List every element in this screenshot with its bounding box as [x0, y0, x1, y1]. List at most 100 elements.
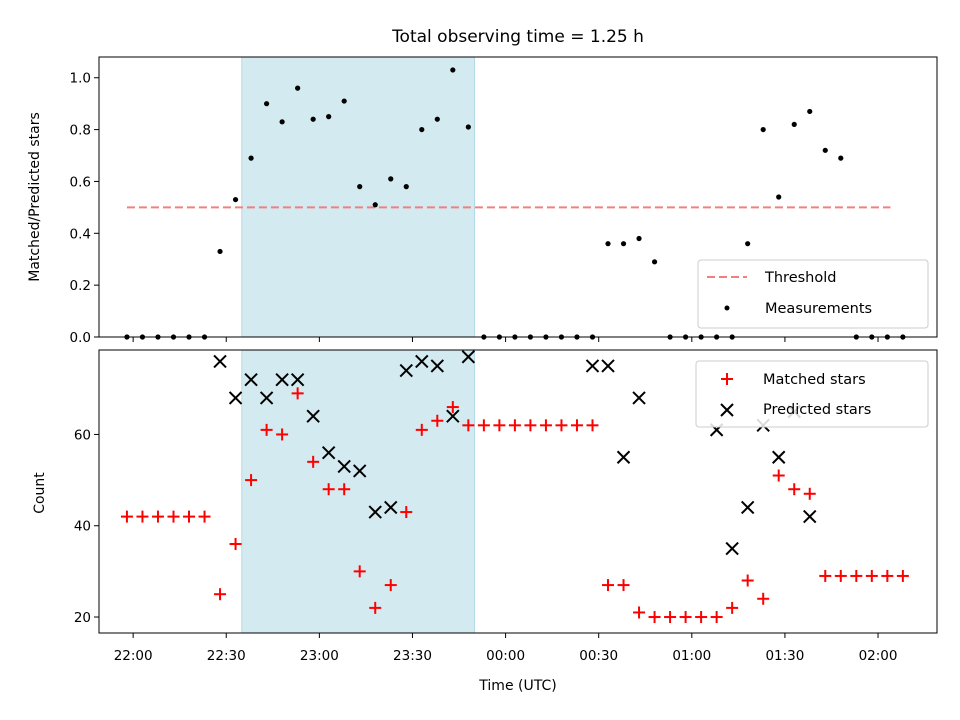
matched-star-point	[260, 423, 273, 436]
measurement-point	[264, 101, 270, 107]
matched-star-point	[477, 419, 490, 432]
predicted-star-point	[616, 450, 631, 464]
measurement-point	[326, 114, 332, 120]
predicted-star-point	[632, 391, 646, 405]
measurement-point	[279, 119, 285, 125]
predicted-star-point	[259, 391, 274, 405]
bottom-y-tick-label: 60	[74, 427, 91, 443]
x-axis-label: Time (UTC)	[478, 678, 556, 694]
measurement-point	[651, 259, 658, 265]
matched-star-point	[322, 483, 335, 496]
matched-star-point	[415, 423, 428, 436]
legend-measurements-label: Measurements	[765, 301, 872, 317]
matched-star-point	[602, 579, 615, 592]
measurement-point	[636, 235, 642, 242]
top-y-tick-label: 1.0	[70, 71, 91, 87]
predicted-star-point	[601, 359, 615, 373]
matched-star-point	[291, 387, 304, 400]
predicted-star-point	[353, 464, 367, 478]
matched-star-point	[772, 469, 785, 482]
matched-star-point	[198, 510, 211, 523]
measurement-point	[232, 196, 239, 203]
matched-star-point	[648, 611, 661, 624]
matched-star-point	[276, 428, 289, 441]
matched-star-point	[353, 565, 366, 578]
top-legend: Threshold Measurements	[697, 259, 929, 329]
predicted-star-point	[228, 391, 243, 405]
top-y-tick-label: 0.2	[70, 278, 91, 294]
matched-star-point	[710, 611, 723, 624]
matched-star-point	[881, 569, 894, 582]
predicted-star-point	[368, 505, 382, 519]
predicted-star-point	[337, 459, 351, 474]
measurement-point	[388, 176, 394, 182]
matched-star-point	[508, 419, 521, 432]
bottom-y-tick-label: 20	[74, 610, 91, 626]
bottom-y-axis-label: Count	[32, 472, 48, 514]
predicted-star-point	[275, 372, 289, 387]
measurement-point	[248, 155, 254, 161]
legend-matched-swatch	[721, 373, 733, 385]
matched-star-point	[788, 483, 801, 496]
measurement-point	[605, 241, 611, 247]
predicted-star-point	[725, 541, 739, 556]
measurement-point	[760, 126, 766, 133]
measurement-point	[295, 85, 301, 91]
matched-star-point	[369, 601, 382, 614]
top-y-tick-label: 0.4	[70, 226, 91, 242]
legend-predicted-swatch	[720, 403, 734, 417]
matched-star-point	[726, 601, 739, 614]
bottom-panel: 20 40 60 22:00 22:30 23:00 23:30 00:00 00:30 01:…	[32, 349, 938, 694]
predicted-star-point	[415, 354, 429, 369]
legend-predicted-label: Predicted stars	[763, 402, 871, 418]
x-tick-label: 01:00	[672, 648, 711, 664]
measurement-point	[776, 194, 782, 200]
predicted-star-point	[306, 409, 320, 423]
matched-star-point	[834, 569, 847, 582]
top-y-axis-label: Matched/Predicted stars	[27, 112, 43, 282]
top-y-tick-label: 0.0	[70, 330, 91, 346]
predicted-star-point	[446, 409, 460, 423]
measurement-point	[310, 116, 316, 122]
matched-star-point	[896, 569, 909, 582]
chart-title: Total observing time = 1.25 h	[391, 27, 644, 47]
matched-star-point	[338, 483, 351, 496]
matched-star-point	[865, 569, 878, 582]
predicted-star-point	[585, 359, 600, 373]
matched-star-point	[384, 579, 397, 592]
matched-star-point	[431, 414, 444, 427]
top-axes-frame	[98, 56, 938, 338]
measurement-point	[822, 147, 828, 153]
predicted-star-point	[213, 354, 227, 369]
measurement-point	[450, 67, 456, 73]
measurement-point	[791, 121, 797, 128]
matched-star-point	[633, 606, 646, 619]
matched-star-point	[245, 474, 258, 487]
matched-star-point	[664, 611, 677, 624]
matched-star-point	[524, 419, 537, 432]
matched-star-point	[136, 510, 149, 523]
matched-star-point	[803, 487, 816, 500]
bottom-y-tick-label: 40	[74, 519, 91, 535]
matched-star-point	[819, 569, 832, 582]
matched-star-point	[539, 419, 552, 432]
matched-star-point	[757, 592, 770, 605]
matched-star-point	[570, 419, 583, 432]
measurement-point	[745, 241, 751, 247]
x-tick-label: 22:00	[114, 648, 153, 664]
matched-star-point	[617, 579, 630, 592]
top-panel: 0.0 0.2 0.4 0.6 0.8 1.0 Matched/Predicted sta…	[27, 56, 938, 346]
matched-star-point	[679, 611, 692, 624]
matched-star-point	[695, 611, 708, 624]
legend-matched-label: Matched stars	[763, 372, 866, 388]
predicted-star-point	[290, 372, 305, 387]
matched-star-point	[555, 419, 568, 432]
matched-star-point	[741, 574, 754, 587]
matched-star-point	[586, 419, 599, 432]
matched-star-point	[151, 510, 164, 523]
x-tick-label: 01:30	[765, 648, 804, 664]
matched-star-point	[493, 419, 506, 432]
measurement-point	[807, 108, 813, 115]
x-tick-label: 00:00	[486, 648, 525, 664]
